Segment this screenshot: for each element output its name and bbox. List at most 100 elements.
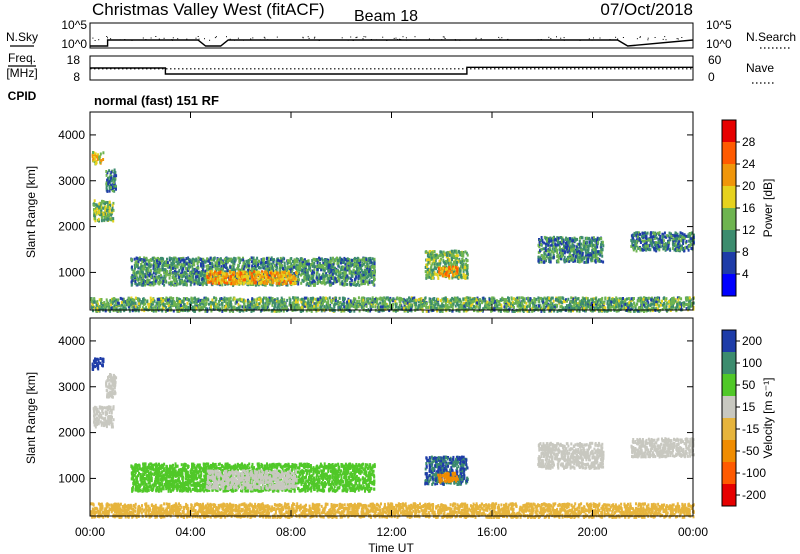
- scatter-cell: [285, 268, 288, 272]
- scatter-cell: [182, 283, 185, 287]
- scatter-cell: [232, 260, 235, 264]
- freq-right-tick-bottom: 0: [708, 70, 715, 84]
- scatter-cell: [181, 258, 184, 262]
- scatter-cell: [459, 261, 462, 265]
- scatter-cell: [360, 282, 363, 286]
- scatter-cell: [592, 238, 594, 242]
- scatter-cell: [206, 273, 209, 277]
- scatter-cell: [180, 280, 183, 284]
- nsearch-point: [540, 39, 542, 40]
- scatter-cell: [678, 239, 681, 243]
- scatter-cell: [446, 253, 449, 257]
- scatter-cell: [240, 258, 243, 262]
- scatter-cell: [144, 283, 146, 287]
- scatter-cell: [641, 239, 643, 243]
- nsearch-point: [433, 39, 435, 41]
- scatter-cell: [144, 275, 147, 279]
- scatter-cell: [211, 258, 213, 262]
- scatter-cell: [658, 245, 661, 249]
- scatter-cell: [207, 259, 210, 263]
- scatter-cell: [455, 265, 457, 269]
- scatter-cell: [632, 244, 635, 248]
- scatter-cell: [655, 243, 658, 247]
- scatter-cell: [99, 206, 102, 210]
- scatter-cell: [465, 251, 468, 255]
- scatter-cell: [354, 297, 357, 301]
- scatter-cell: [345, 258, 348, 262]
- scatter-cell: [429, 258, 431, 262]
- scatter-cell: [431, 262, 434, 266]
- scatter-cell: [253, 281, 256, 285]
- scatter-cell: [545, 245, 548, 249]
- scatter-cell: [218, 268, 221, 272]
- nsearch-label: N.Search: [746, 30, 796, 44]
- scatter-cell: [141, 273, 144, 277]
- scatter-cell: [149, 258, 152, 262]
- nsearch-point: [142, 37, 144, 39]
- scatter-cell: [268, 268, 271, 272]
- scatter-cell: [110, 212, 113, 216]
- scatter-cell: [246, 260, 249, 264]
- scatter-cell: [571, 237, 574, 241]
- scatter-cell: [201, 259, 204, 263]
- scatter-cell: [332, 281, 335, 285]
- scatter-cell: [178, 269, 181, 272]
- scatter-cell: [557, 240, 560, 244]
- scatter-cell: [216, 280, 219, 284]
- scatter-cell: [178, 279, 181, 283]
- scatter-cell: [548, 256, 551, 260]
- scatter-cell: [372, 265, 374, 268]
- scatter-cell: [654, 233, 657, 237]
- scatter-cell: [158, 282, 161, 286]
- scatter-cell: [102, 206, 105, 210]
- scatter-cell: [280, 263, 283, 267]
- scatter-cell: [202, 264, 205, 268]
- scatter-cell: [159, 281, 162, 284]
- scatter-cell: [587, 248, 590, 251]
- scatter-cell: [558, 246, 561, 250]
- scatter-cell: [644, 244, 647, 248]
- scatter-cell: [168, 273, 170, 276]
- scatter-cell: [313, 302, 316, 306]
- scatter-cell: [253, 259, 256, 263]
- scatter-cell: [252, 283, 255, 286]
- scatter-cell: [96, 158, 99, 161]
- scatter-cell: [195, 275, 197, 279]
- nsearch-point: [209, 39, 211, 41]
- scatter-cell: [334, 276, 336, 280]
- scatter-cell: [144, 302, 147, 306]
- scatter-cell: [515, 296, 518, 300]
- scatter-cell: [595, 256, 598, 259]
- scatter-cell: [159, 268, 162, 272]
- scatter-cell: [271, 258, 274, 262]
- nsearch-point: [599, 37, 601, 39]
- scatter-cell: [93, 209, 96, 213]
- scatter-cell: [136, 277, 139, 281]
- scatter-cell: [291, 260, 294, 263]
- scatter-cell: [110, 176, 113, 180]
- scatter-cell: [356, 256, 359, 260]
- scatter-cell: [590, 257, 593, 261]
- scatter-cell: [270, 256, 273, 260]
- scatter-cell: [551, 247, 554, 251]
- scatter-cell: [332, 275, 335, 279]
- nsearch-point: [150, 37, 152, 39]
- nsearch-point: [676, 38, 678, 40]
- nsearch-point: [313, 37, 315, 39]
- scatter-cell: [165, 264, 168, 268]
- scatter-cell: [238, 276, 241, 280]
- scatter-cell: [280, 266, 283, 270]
- scatter-cell: [587, 260, 590, 264]
- nsearch-point: [98, 39, 100, 41]
- scatter-cell: [362, 279, 365, 283]
- nsearch-point: [195, 37, 197, 39]
- scatter-cell: [360, 279, 363, 282]
- scatter-cell: [163, 268, 166, 272]
- scatter-cell: [454, 256, 457, 260]
- scatter-cell: [600, 301, 603, 304]
- scatter-cell: [600, 249, 603, 253]
- scatter-cell: [163, 280, 166, 283]
- scatter-cell: [244, 262, 247, 266]
- scatter-cell: [156, 267, 159, 271]
- scatter-cell: [221, 270, 224, 274]
